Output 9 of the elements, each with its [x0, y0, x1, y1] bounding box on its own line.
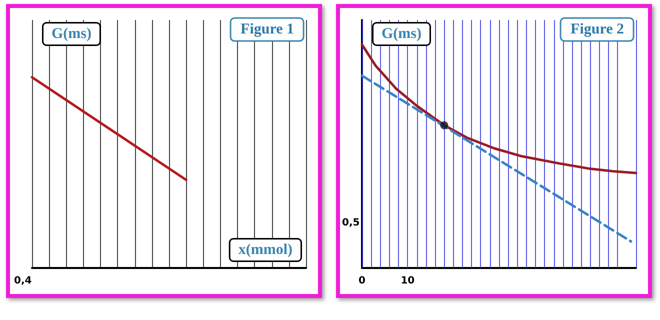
- chart-title: Figure 2: [570, 22, 624, 38]
- x-axis-title: x(mmol): [238, 242, 293, 258]
- chart-title: Figure 1: [240, 22, 294, 38]
- y-axis-title: G(ms): [382, 26, 422, 42]
- x-tick-label: 0: [358, 276, 366, 286]
- x-tick-label: 10: [400, 276, 415, 286]
- text: 0,4: [14, 276, 32, 286]
- y-axis-title: G(ms): [52, 26, 92, 42]
- text: 0,5: [342, 218, 360, 228]
